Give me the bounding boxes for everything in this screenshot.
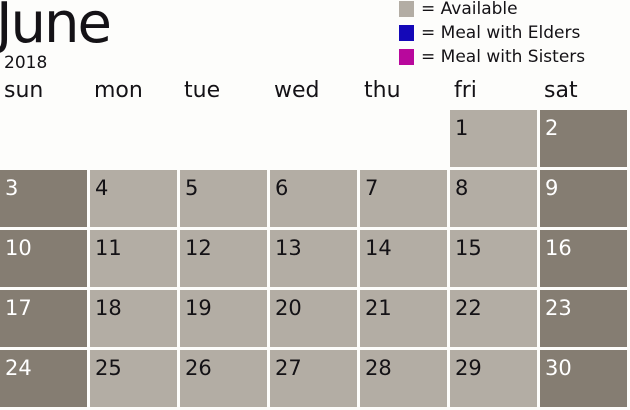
day-cell[interactable]: 2 xyxy=(540,110,627,167)
legend-swatch xyxy=(399,25,414,41)
day-number: 8 xyxy=(455,176,469,200)
day-number: 22 xyxy=(455,296,482,320)
day-cell[interactable]: 8 xyxy=(450,170,537,227)
legend-swatch xyxy=(399,1,414,17)
day-cell[interactable]: 28 xyxy=(360,350,447,407)
day-cell[interactable]: 19 xyxy=(180,290,267,347)
day-cell[interactable]: 17 xyxy=(0,290,87,347)
month-title: June xyxy=(0,0,112,56)
day-number: 20 xyxy=(275,296,302,320)
day-cell[interactable]: 12 xyxy=(180,230,267,287)
weekday-mon: mon xyxy=(94,78,143,103)
legend-label: = Meal with Elders xyxy=(421,23,581,43)
day-cell[interactable]: 26 xyxy=(180,350,267,407)
day-cell[interactable]: 11 xyxy=(90,230,177,287)
day-cell[interactable]: 23 xyxy=(540,290,627,347)
day-cell[interactable]: 24 xyxy=(0,350,87,407)
day-number: 12 xyxy=(185,236,212,260)
day-cell[interactable]: 14 xyxy=(360,230,447,287)
day-number: 29 xyxy=(455,356,482,380)
day-number: 24 xyxy=(5,356,32,380)
day-number: 10 xyxy=(5,236,32,260)
weekday-wed: wed xyxy=(274,78,320,103)
day-cell[interactable]: 20 xyxy=(270,290,357,347)
day-number: 13 xyxy=(275,236,302,260)
day-cell[interactable]: 22 xyxy=(450,290,537,347)
legend-item: = Meal with Sisters xyxy=(399,47,585,67)
day-number: 9 xyxy=(545,176,559,200)
legend-item: = Meal with Elders xyxy=(399,23,580,43)
day-number: 15 xyxy=(455,236,482,260)
legend-swatch xyxy=(399,49,414,65)
day-cell[interactable]: 13 xyxy=(270,230,357,287)
year-label: 2018 xyxy=(4,53,48,73)
day-number: 4 xyxy=(95,176,109,200)
day-cell[interactable]: 4 xyxy=(90,170,177,227)
day-number: 17 xyxy=(5,296,32,320)
day-number: 27 xyxy=(275,356,302,380)
legend-label: = Meal with Sisters xyxy=(421,47,586,67)
legend-label: = Available xyxy=(421,0,518,19)
day-number: 14 xyxy=(365,236,392,260)
legend-item: = Available xyxy=(399,0,518,19)
weekday-sun: sun xyxy=(4,78,44,103)
day-cell[interactable]: 21 xyxy=(360,290,447,347)
day-cell[interactable]: 30 xyxy=(540,350,627,407)
day-cell[interactable]: 9 xyxy=(540,170,627,227)
day-number: 3 xyxy=(5,176,19,200)
day-cell[interactable]: 25 xyxy=(90,350,177,407)
day-number: 2 xyxy=(545,116,559,140)
day-cell[interactable]: 29 xyxy=(450,350,537,407)
day-number: 7 xyxy=(365,176,379,200)
day-cell[interactable]: 15 xyxy=(450,230,537,287)
day-number: 18 xyxy=(95,296,122,320)
day-number: 26 xyxy=(185,356,212,380)
day-cell[interactable]: 18 xyxy=(90,290,177,347)
day-number: 19 xyxy=(185,296,212,320)
weekday-tue: tue xyxy=(184,78,221,103)
day-cell[interactable]: 27 xyxy=(270,350,357,407)
weekday-thu: thu xyxy=(364,78,401,103)
weekday-fri: fri xyxy=(454,78,477,103)
day-cell[interactable]: 10 xyxy=(0,230,87,287)
day-cell[interactable]: 7 xyxy=(360,170,447,227)
day-cell[interactable]: 3 xyxy=(0,170,87,227)
day-cell[interactable]: 1 xyxy=(450,110,537,167)
day-number: 16 xyxy=(545,236,572,260)
day-number: 5 xyxy=(185,176,199,200)
day-number: 30 xyxy=(545,356,572,380)
day-number: 28 xyxy=(365,356,392,380)
weekday-sat: sat xyxy=(544,78,578,103)
day-number: 1 xyxy=(455,116,469,140)
day-number: 11 xyxy=(95,236,122,260)
day-number: 23 xyxy=(545,296,572,320)
day-cell[interactable]: 6 xyxy=(270,170,357,227)
day-cell[interactable]: 5 xyxy=(180,170,267,227)
day-number: 25 xyxy=(95,356,122,380)
day-number: 6 xyxy=(275,176,289,200)
day-number: 21 xyxy=(365,296,392,320)
day-cell[interactable]: 16 xyxy=(540,230,627,287)
